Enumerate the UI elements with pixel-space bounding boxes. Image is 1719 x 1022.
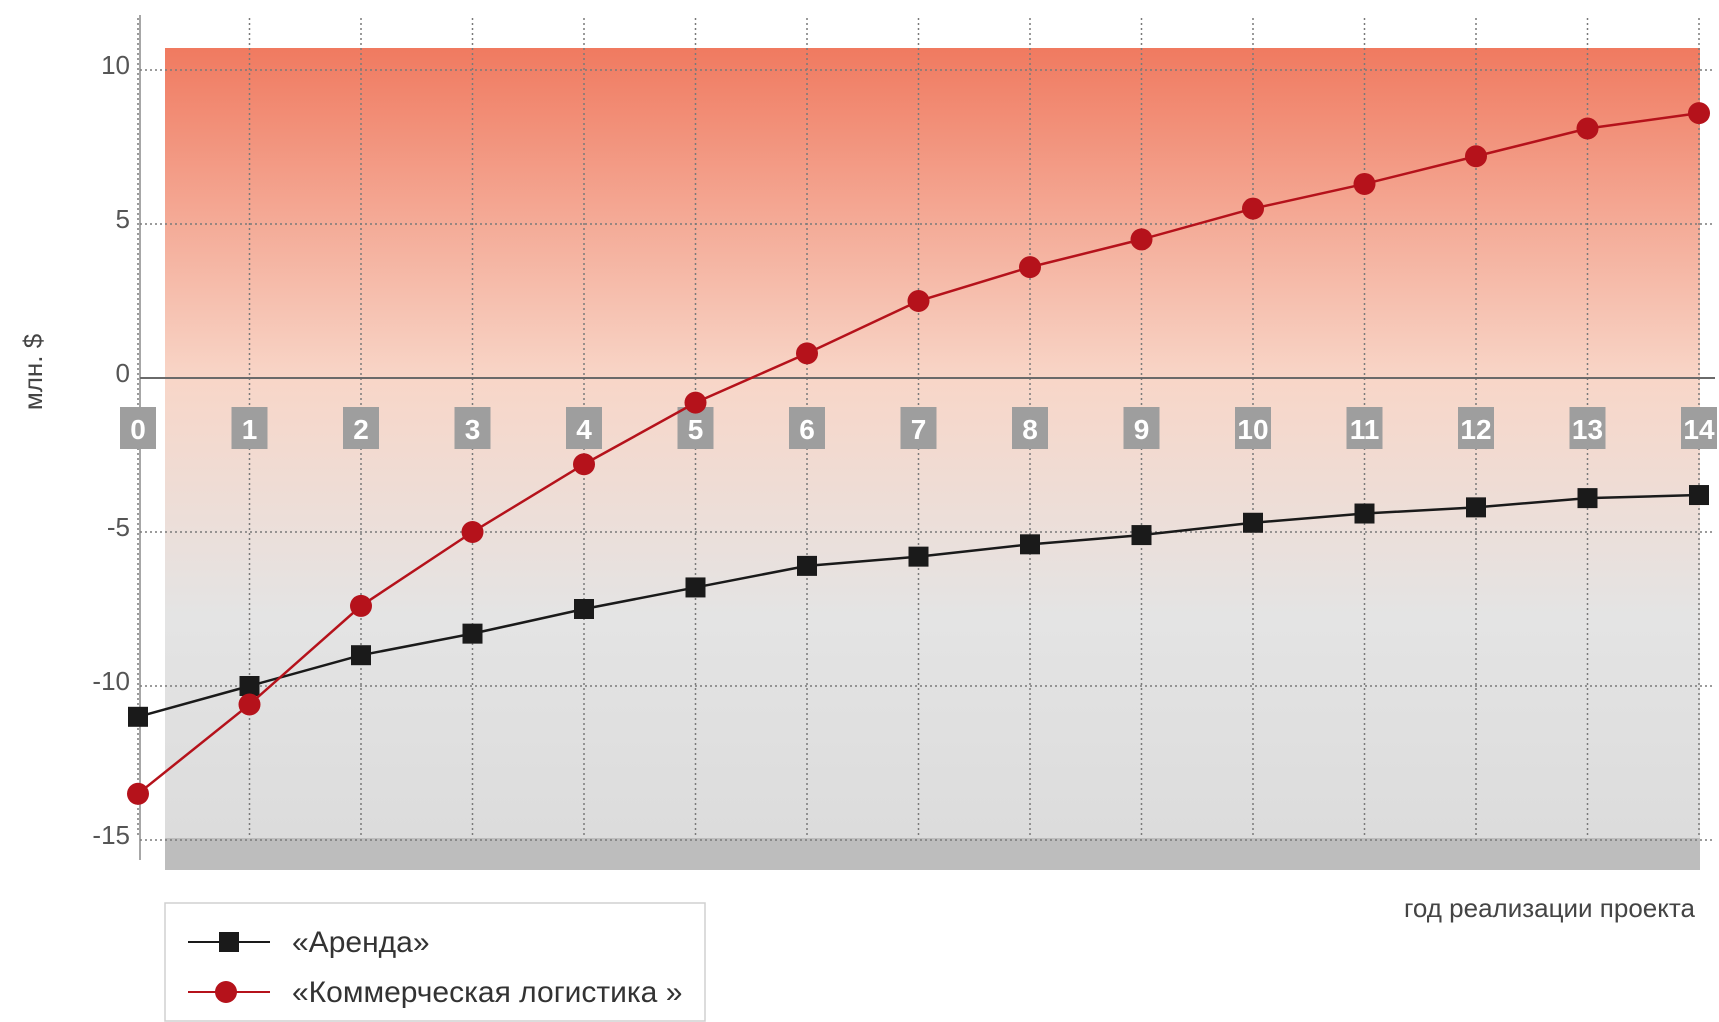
x-tick-badge: 1 (231, 407, 268, 449)
x-tick-labels: 0 1 2 3 4 5 6 7 8 9 10 11 12 13 14 (120, 407, 1717, 449)
data-point-0-8 (1020, 534, 1040, 555)
x-tick-badge-box (1458, 407, 1494, 449)
data-point-1-14 (1688, 102, 1710, 125)
y-tick-labels: 10 5 0 -5 -10 -15 (92, 50, 130, 850)
x-tick-label: 6 (799, 414, 815, 445)
x-tick-badge: 5 (677, 407, 714, 449)
x-tick-badge: 13 (1569, 407, 1606, 449)
legend-marker-arenda (219, 932, 239, 952)
x-tick-label: 9 (1134, 414, 1150, 445)
data-point-0-4 (574, 599, 594, 619)
data-point-0-0 (128, 706, 148, 727)
x-tick-label: 10 (1237, 414, 1268, 445)
data-point-1-13 (1576, 117, 1599, 140)
data-point-1-4 (573, 453, 595, 476)
data-point-1-11 (1353, 172, 1376, 195)
data-point-0-13 (1577, 488, 1598, 509)
y-tick-label: -10 (92, 666, 130, 696)
x-tick-label: 2 (353, 414, 369, 445)
data-point-0-10 (1243, 512, 1263, 533)
legend: «Аренда» «Коммерческая логистика » (164, 902, 706, 1022)
x-tick-badge-box (677, 407, 714, 449)
legend-box (164, 902, 706, 1022)
x-tick-badge: 0 (120, 407, 156, 449)
x-tick-badge-box (1346, 407, 1383, 449)
x-tick-badge-box (1123, 407, 1160, 449)
data-point-1-9 (1130, 228, 1153, 251)
data-point-1-6 (796, 342, 818, 365)
x-tick-badge-box (1235, 407, 1271, 449)
x-tick-label: 14 (1683, 414, 1715, 445)
x-tick-label: 7 (911, 414, 927, 445)
data-point-0-3 (462, 623, 483, 644)
data-point-0-5 (685, 577, 706, 598)
data-point-0-7 (908, 546, 929, 567)
data-point-1-0 (127, 782, 149, 805)
x-tick-badge-box (789, 407, 825, 449)
x-tick-badge: 11 (1346, 407, 1383, 449)
x-tick-badge: 3 (454, 407, 491, 449)
legend-marker-logistics (215, 981, 237, 1003)
x-tick-badge: 9 (1123, 407, 1160, 449)
x-tick-label: 5 (688, 414, 704, 445)
data-point-0-12 (1466, 497, 1486, 518)
data-point-0-9 (1131, 525, 1152, 546)
data-point-0-11 (1354, 503, 1375, 524)
data-point-1-7 (907, 290, 930, 312)
legend-label-logistics: «Коммерческая логистика » (292, 976, 682, 1009)
data-point-0-2 (351, 645, 371, 666)
x-tick-label: 4 (576, 414, 592, 445)
x-tick-label: 12 (1460, 414, 1491, 445)
y-tick-label: 10 (101, 50, 130, 80)
data-point-1-2 (350, 594, 372, 617)
x-tick-badge: 6 (789, 407, 825, 449)
y-tick-label: -15 (92, 820, 130, 850)
x-tick-badge: 2 (343, 407, 379, 449)
data-point-1-3 (461, 521, 484, 543)
data-point-1-8 (1019, 256, 1041, 279)
data-point-1-5 (684, 391, 707, 414)
series (127, 102, 1710, 805)
x-tick-badge-box (1681, 407, 1717, 449)
x-tick-badge-box (343, 407, 379, 449)
data-point-1-1 (238, 693, 261, 716)
x-tick-label: 11 (1350, 414, 1380, 445)
x-tick-badge-box (900, 407, 937, 449)
data-point-1-12 (1465, 145, 1487, 168)
x-tick-badge-box (566, 407, 602, 449)
x-tick-label: 13 (1572, 414, 1603, 445)
x-tick-badge-box (120, 407, 156, 449)
y-tick-label: 5 (116, 204, 130, 234)
x-tick-badge-box (1012, 407, 1048, 449)
x-tick-badge: 12 (1458, 407, 1494, 449)
x-tick-label: 1 (242, 414, 258, 445)
data-point-0-14 (1689, 485, 1709, 506)
legend-label-arenda: «Аренда» (292, 926, 430, 959)
y-axis-label: млн. $ (18, 333, 48, 410)
x-tick-badge-box (1569, 407, 1606, 449)
x-tick-badge: 8 (1012, 407, 1048, 449)
x-tick-badge-box (231, 407, 268, 449)
x-tick-label: 0 (130, 414, 146, 445)
y-tick-label: -5 (107, 512, 130, 542)
data-point-0-6 (797, 555, 817, 576)
data-point-0-1 (239, 676, 260, 696)
baseline-band (165, 838, 1700, 870)
y-tick-label: 0 (116, 358, 130, 388)
x-axis-label: год реализации проекта (1404, 893, 1696, 923)
x-tick-badge: 14 (1681, 407, 1717, 449)
x-tick-badge-box (454, 407, 491, 449)
x-tick-badge: 10 (1235, 407, 1271, 449)
x-tick-label: 8 (1022, 414, 1038, 445)
x-tick-badge: 7 (900, 407, 937, 449)
x-tick-label: 3 (465, 414, 481, 445)
x-tick-badge: 4 (566, 407, 602, 449)
data-point-1-10 (1242, 197, 1264, 220)
